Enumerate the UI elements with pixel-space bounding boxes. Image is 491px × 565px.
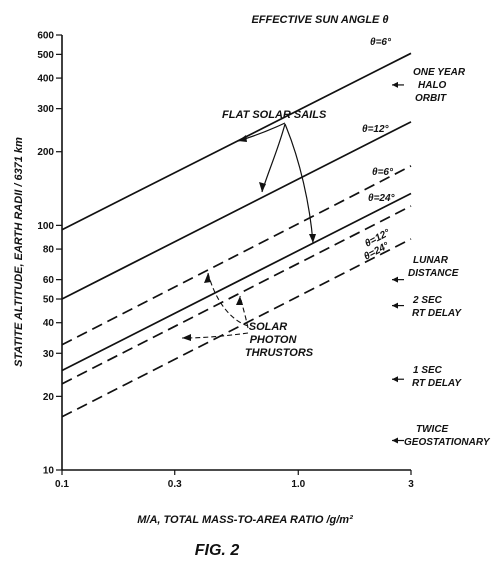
chart-title: EFFECTIVE SUN ANGLE θ <box>251 14 388 26</box>
ref-2sec-line2: RT DELAY <box>412 308 462 319</box>
series-line-thrustor-5 <box>61 205 412 385</box>
reference-marker-arrow <box>392 276 398 283</box>
series-line-thrustor-4 <box>61 165 412 346</box>
reference-markers <box>392 81 404 444</box>
figure-caption: FIG. 2 <box>195 542 240 559</box>
series-line-sail-2 <box>61 121 412 300</box>
ref-lunar-line1: LUNAR <box>413 255 449 266</box>
ref-geo-line1: TWICE <box>416 424 449 435</box>
y-tick-label: 10 <box>43 466 55 477</box>
series-line-sail-1 <box>61 52 412 231</box>
y-ticks: 10 20 30 40 50 60 80 100 200 300 400 500 600 <box>37 31 62 477</box>
series-line-thrustor-6 <box>61 238 412 418</box>
ref-lunar-line2: DISTANCE <box>408 268 459 279</box>
y-tick-label: 300 <box>37 104 54 115</box>
label-theta6-dashed: θ=6° <box>372 167 394 178</box>
y-tick-label: 40 <box>43 318 55 329</box>
y-tick-label: 20 <box>43 392 55 403</box>
annotation-flat-solar-sails: FLAT SOLAR SAILS <box>222 109 327 121</box>
series-line-sail-3 <box>61 192 412 372</box>
y-tick-label: 50 <box>43 295 55 306</box>
reference-marker-arrow <box>392 437 398 444</box>
annotation-thrustors-line3: THRUSTORS <box>245 347 314 359</box>
x-tick-label: 3 <box>408 479 414 490</box>
annotation-thrustors-line2: PHOTON <box>250 334 298 346</box>
x-tick-label: 0.1 <box>55 479 69 490</box>
reference-marker-arrow <box>392 81 398 88</box>
label-theta6-sail: θ=6° <box>370 37 392 48</box>
annotation-thrustors-arrowheads <box>182 273 243 341</box>
y-tick-label: 600 <box>37 31 54 42</box>
label-theta24-sail: θ=24° <box>368 193 396 204</box>
reference-marker-arrow <box>392 302 398 309</box>
y-tick-label: 100 <box>37 221 54 232</box>
y-tick-label: 400 <box>37 74 54 85</box>
series-lines <box>61 52 412 418</box>
ref-2sec-line1: 2 SEC <box>412 295 443 306</box>
x-tick-label: 0.3 <box>168 479 182 490</box>
y-axis-title: STATITE ALTITUDE, EARTH RADII / 6371 km <box>13 137 25 367</box>
ref-halo-line1: ONE YEAR <box>413 67 466 78</box>
y-tick-label: 200 <box>37 147 54 158</box>
y-tick-label: 60 <box>43 275 55 286</box>
y-tick-label: 30 <box>43 349 55 360</box>
ref-1sec-line1: 1 SEC <box>413 365 443 376</box>
ref-halo-line2: HALO <box>418 80 447 91</box>
y-tick-label: 80 <box>43 245 55 256</box>
annotation-flat-sails-arrowheads <box>238 135 316 243</box>
reference-marker-arrow <box>392 376 398 383</box>
x-ticks: 0.1 0.3 1.0 3 <box>55 470 414 490</box>
ref-geo-line2: GEOSTATIONARY <box>404 437 491 448</box>
ref-halo-line3: ORBIT <box>415 93 447 104</box>
x-axis-title: M/A, TOTAL MASS-TO-AREA RATIO /g/m² <box>137 514 353 526</box>
annotation-flat-sails-arrows <box>237 122 314 244</box>
x-tick-label: 1.0 <box>291 479 305 490</box>
y-tick-label: 500 <box>37 50 54 61</box>
label-theta12-sail: θ=12° <box>362 124 390 135</box>
annotation-thrustors-line1: SOLAR <box>249 321 288 333</box>
ref-1sec-line2: RT DELAY <box>412 378 462 389</box>
